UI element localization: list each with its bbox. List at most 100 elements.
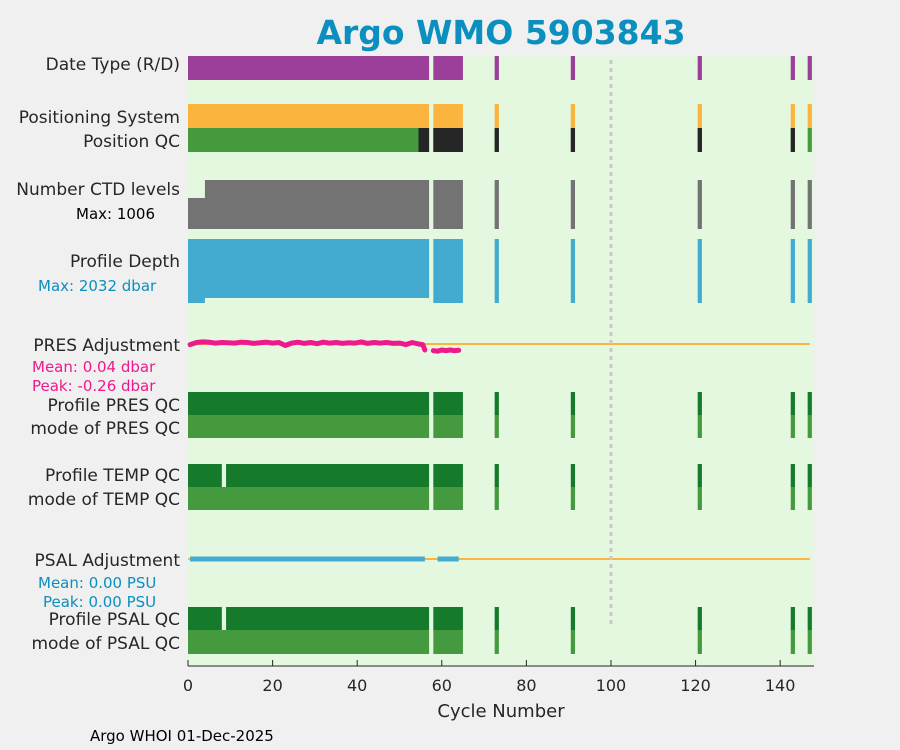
mode-psal-qc-cycle-mark [790,630,795,654]
profile-pres-qc-cycle-mark [697,392,702,415]
x-tick-label: 40 [347,676,367,695]
row-label-ctd-levels: Number CTD levels [16,180,180,200]
x-tick-label: 120 [680,676,711,695]
row-label-mode-temp-qc: mode of TEMP QC [28,490,180,510]
position-qc-flag-mark [790,128,795,152]
profile-pres-qc-cycle-mark [807,392,812,415]
profile-psal-qc-cycle-mark [807,607,812,630]
position-qc-flag-mark [570,128,576,152]
pres-adjustment-series-line-late [430,347,462,354]
date-type-cycle-mark [790,56,795,80]
footer-source-date: Argo WHOI 01-Dec-2025 [90,727,274,745]
mode-psal-qc-cycle-mark [807,630,812,654]
x-tick-label: 140 [765,676,796,695]
profile-psal-qc-cycle-mark [570,607,576,630]
row-label-positioning-system: Positioning System [19,108,180,128]
chart-title: Argo WMO 5903843 [316,13,685,52]
profile-depth-bar [433,239,463,303]
date-type-cycle-mark [807,56,812,80]
mode-temp-qc-cycle-mark [697,487,702,510]
mode-psal-qc-bar [188,630,430,654]
mode-pres-qc-cycle-mark [807,415,812,438]
profile-pres-qc-bar [433,392,463,415]
profile-temp-qc-cycle-mark [807,464,812,487]
mode-pres-qc-cycle-mark [570,415,576,438]
position-qc-flag-bar [433,128,463,152]
depth-max-stat: Max: 2032 dbar [38,277,157,295]
x-axis-title: Cycle Number [437,701,565,722]
profile-depth-cycle-mark [807,239,812,303]
profile-depth-cycle-mark [790,239,795,303]
profile-pres-qc-bar [188,392,430,415]
profile-depth-shallow-notch [204,298,430,303]
ctd-levels-bar [188,180,430,229]
profile-pres-qc-cycle-mark [494,392,499,415]
profile-psal-qc-cycle-mark [790,607,795,630]
positioning-system-cycle-mark [494,104,499,128]
positioning-system-cycle-mark [807,104,812,128]
pres-peak-stat: Peak: -0.26 dbar [32,377,156,395]
positioning-system-cycle-mark [570,104,576,128]
row-label-mode-pres-qc: mode of PRES QC [30,419,180,439]
mode-temp-qc-cycle-mark [570,487,576,510]
profile-temp-qc-cycle-mark [494,464,499,487]
row-label-position-qc: Position QC [83,132,180,152]
mode-pres-qc-cycle-mark [790,415,795,438]
position-qc-flag-bar [418,128,430,152]
psal-peak-stat: Peak: 0.00 PSU [43,593,156,611]
mode-temp-qc-cycle-mark [790,487,795,510]
row-label-profile-depth: Profile Depth [70,252,180,272]
position-qc-flag-mark [697,128,702,152]
row-label-profile-pres-qc: Profile PRES QC [47,396,180,416]
profile-temp-qc-cycle-mark [790,464,795,487]
row-label-profile-psal-qc: Profile PSAL QC [49,610,180,630]
positioning-system-cycle-mark [790,104,795,128]
profile-psal-qc-gap [221,607,227,630]
profile-psal-qc-bar [188,607,430,630]
pres-mean-stat: Mean: 0.04 dbar [32,358,156,376]
ctd-max-stat: Max: 1006 [76,205,155,223]
row-label-profile-temp-qc: Profile TEMP QC [45,466,180,486]
ctd-levels-low-count [188,180,205,198]
profile-psal-qc-bar [433,607,463,630]
x-tick-label: 60 [432,676,452,695]
date-type-bar [433,56,463,80]
x-tick-label: 100 [596,676,627,695]
profile-depth-cycle-mark [697,239,702,303]
ctd-levels-cycle-mark [494,180,499,229]
x-tick-label: 20 [262,676,282,695]
profile-psal-qc-cycle-mark [697,607,702,630]
date-type-bar [188,56,430,80]
position-qc-flag-mark [494,128,499,152]
pres-adjustment-series-line [187,339,428,353]
chart-marks [187,56,812,654]
ctd-levels-cycle-mark [570,180,576,229]
mode-psal-qc-bar [433,630,463,654]
x-tick-label: 0 [183,676,193,695]
profile-temp-qc-cycle-mark [697,464,702,487]
x-tick-label: 80 [516,676,536,695]
profile-temp-qc-bar [188,464,430,487]
ctd-levels-bar [433,180,463,229]
mode-temp-qc-cycle-mark [807,487,812,510]
date-type-cycle-mark [570,56,576,80]
profile-depth-cycle-mark [570,239,576,303]
position-qc-cycle-mark [807,128,812,152]
mode-pres-qc-cycle-mark [494,415,499,438]
row-label-pres-adjustment: PRES Adjustment [33,336,180,356]
profile-temp-qc-bar [433,464,463,487]
mode-pres-qc-bar [433,415,463,438]
profile-depth-cycle-mark [494,239,499,303]
date-type-cycle-mark [697,56,702,80]
profile-temp-qc-gap [221,464,227,487]
x-axis: 0 20 40 60 80 100 120 140 [183,660,814,695]
profile-temp-qc-cycle-mark [570,464,576,487]
plot-area [188,55,814,666]
mode-pres-qc-cycle-mark [697,415,702,438]
ctd-levels-cycle-mark [807,180,812,229]
profile-pres-qc-cycle-mark [790,392,795,415]
date-type-cycle-mark [494,56,499,80]
ctd-levels-cycle-mark [790,180,795,229]
mode-psal-qc-cycle-mark [697,630,702,654]
